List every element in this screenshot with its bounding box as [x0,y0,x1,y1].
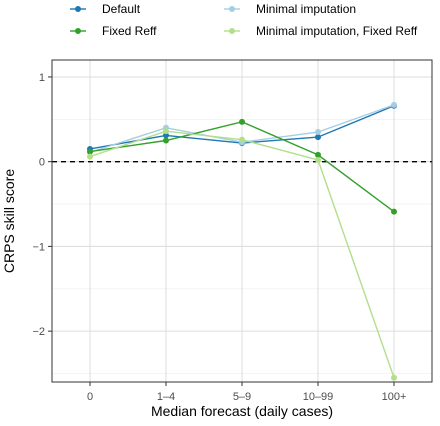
data-point-fixed-reff [163,137,169,144]
legend: Default Minimal imputation Fixed Reff Minim… [70,2,418,38]
data-point-minimal-imputation-fixed-reff [87,153,93,160]
legend-label-default: Default [102,2,141,16]
legend-label-fixed-reff: Fixed Reff [102,24,157,38]
y-axis-ticks: 1 0 −1 −2 [32,72,52,338]
legend-key-point-minimal-imputation-fixed-reff [229,28,235,34]
y-axis-title: CRPS skill score [1,169,17,273]
series-group [87,101,397,381]
data-point-default [315,134,321,141]
data-point-fixed-reff [315,151,321,158]
x-axis-ticks: 0 1–4 5–9 10–99 100+ [87,382,406,403]
data-point-default [163,132,169,139]
legend-key-point-minimal-imputation [229,6,235,12]
data-point-fixed-reff [87,148,93,155]
data-point-fixed-reff [391,208,397,215]
x-tick-label: 1–4 [157,391,175,403]
data-point-minimal-imputation-fixed-reff [239,136,245,143]
x-axis-title: Median forecast (daily cases) [151,403,333,419]
legend-key-point-default [75,6,81,12]
y-tick-label: −1 [32,241,45,253]
legend-label-minimal-imputation: Minimal imputation [256,2,356,16]
data-point-minimal-imputation [315,129,321,136]
y-tick-label: 1 [39,72,45,84]
x-tick-label: 5–9 [233,391,251,403]
x-tick-label: 10–99 [303,391,334,403]
x-tick-label: 0 [87,391,93,403]
y-tick-label: −2 [32,326,45,338]
data-point-minimal-imputation-fixed-reff [391,374,397,381]
y-tick-label: 0 [39,157,45,169]
legend-label-minimal-imputation-fixed-reff: Minimal imputation, Fixed Reff [256,24,418,38]
legend-key-point-fixed-reff [75,28,81,34]
data-point-minimal-imputation-fixed-reff [163,128,169,135]
data-point-fixed-reff [239,118,245,125]
x-tick-label: 100+ [382,391,407,403]
data-point-minimal-imputation [391,101,397,108]
data-point-minimal-imputation-fixed-reff [315,156,321,163]
